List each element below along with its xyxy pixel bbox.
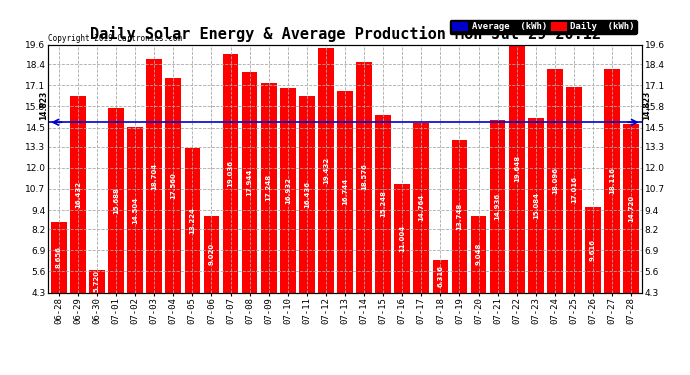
Bar [623,124,639,292]
Bar [337,91,353,292]
Bar [261,83,277,292]
Text: 6.316: 6.316 [437,265,444,287]
Text: 15.084: 15.084 [533,192,539,219]
Bar [146,60,162,292]
Bar [528,118,544,292]
Bar [452,140,467,292]
Text: 8.656: 8.656 [56,246,62,268]
Text: 14.720: 14.720 [628,195,634,222]
Text: 17.016: 17.016 [571,176,577,203]
Text: 14.764: 14.764 [418,194,424,222]
Bar [223,54,238,292]
Text: 19.432: 19.432 [323,156,329,184]
Text: 16.436: 16.436 [304,181,310,208]
Text: 11.004: 11.004 [400,225,405,252]
Bar [108,108,124,292]
Bar [70,96,86,292]
Bar [375,116,391,292]
Bar [490,120,506,292]
Text: 17.248: 17.248 [266,174,272,201]
Text: 17.944: 17.944 [246,168,253,196]
Legend: Average  (kWh), Daily  (kWh): Average (kWh), Daily (kWh) [450,20,637,34]
Bar [585,207,601,292]
Text: Copyright 2019 Cartronics.com: Copyright 2019 Cartronics.com [48,33,182,42]
Bar [547,69,563,292]
Bar [280,88,295,292]
Bar [509,44,524,292]
Text: 18.704: 18.704 [151,162,157,190]
Bar [166,78,181,292]
Text: 9.048: 9.048 [475,243,482,265]
Text: 19.036: 19.036 [228,160,233,187]
Bar [51,222,67,292]
Title: Daily Solar Energy & Average Production Mon Jul 29 20:12: Daily Solar Energy & Average Production … [90,27,600,42]
Bar [471,216,486,292]
Bar [356,62,372,292]
Bar [204,216,219,292]
Text: 14.504: 14.504 [132,196,138,223]
Bar [241,72,257,292]
Bar [318,48,334,292]
Text: 13.224: 13.224 [189,207,195,234]
Text: 16.432: 16.432 [75,181,81,208]
Bar [395,184,410,292]
Text: 13.748: 13.748 [457,202,462,230]
Text: 18.096: 18.096 [552,167,558,194]
Bar [566,87,582,292]
Text: 16.744: 16.744 [342,178,348,206]
Text: 14.823: 14.823 [642,91,651,120]
Text: 18.576: 18.576 [361,164,367,190]
Text: 15.688: 15.688 [113,187,119,214]
Bar [127,128,143,292]
Bar [604,69,620,292]
Bar [413,123,429,292]
Text: 19.648: 19.648 [514,155,520,182]
Bar [299,96,315,292]
Text: 14.823: 14.823 [39,91,48,120]
Text: 18.116: 18.116 [609,167,615,194]
Bar [89,270,105,292]
Text: 9.020: 9.020 [208,243,215,266]
Text: 16.932: 16.932 [285,177,290,204]
Text: 5.720: 5.720 [94,270,100,292]
Bar [184,148,200,292]
Text: 14.936: 14.936 [495,193,501,220]
Text: 15.248: 15.248 [380,190,386,217]
Text: 9.616: 9.616 [590,238,596,261]
Bar [433,260,448,292]
Text: 17.560: 17.560 [170,172,176,199]
